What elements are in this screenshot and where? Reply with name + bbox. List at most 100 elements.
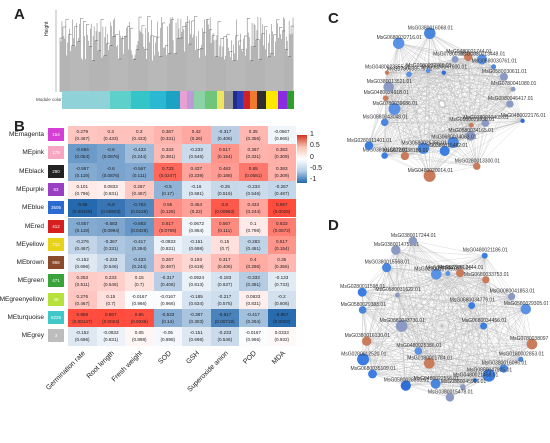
network-node-label: MsG0680033753.01	[464, 272, 510, 278]
network-node	[368, 369, 377, 379]
p-value: (0.14)	[161, 319, 174, 324]
p-value: (0.932)	[274, 337, 290, 343]
p-value: (0.864)	[188, 227, 204, 233]
correlation-value: 0.617	[162, 220, 174, 226]
network-node	[394, 292, 400, 298]
correlation-value: 0.1	[250, 220, 257, 226]
module-color-box: 712	[48, 237, 64, 251]
p-value: (0.433)	[131, 136, 147, 141]
p-value: (0.309)	[274, 172, 290, 178]
module-color-segment	[266, 91, 278, 109]
correlation-value: 0.517	[219, 147, 231, 153]
heatmap-cell: 0.617 (0.0769)	[153, 217, 182, 236]
panel-label-c: C	[328, 10, 339, 27]
network-node	[408, 236, 418, 246]
heatmap-cell: -0.151 (0.698)	[182, 235, 211, 255]
p-value: (0.125)	[160, 209, 176, 215]
heatmap-cell: -0.25 (0.516)	[210, 180, 239, 200]
network-node	[406, 71, 412, 78]
correlation-value: -0.0672	[188, 220, 205, 226]
correlation-value: 0.42	[191, 129, 201, 134]
correlation-value: 0.867	[276, 202, 288, 208]
heatmap-cell: -0.9 (0.00903)	[96, 199, 125, 218]
correlation-value: 0.0833	[103, 183, 118, 189]
correlation-value: -0.0167	[245, 330, 262, 336]
correlation-value: -0.98	[77, 202, 88, 208]
heatmap-cell: -0.333 (0.381)	[239, 272, 268, 291]
network-node-label: MsG0480024918.01	[364, 90, 410, 96]
correlation-value: -0.0924	[188, 275, 205, 281]
heatmap-cell: -0.533 (0.14)	[153, 309, 182, 328]
correlation-value: -0.183	[218, 275, 232, 281]
network-node	[447, 136, 459, 148]
correlation-value: -0.557	[75, 165, 89, 171]
correlation-value: -0.233	[104, 257, 118, 263]
heatmap-cell: 0.65 (0.0581)	[239, 162, 268, 181]
correlation-value: -0.567	[132, 165, 146, 171]
correlation-value: -0.233	[218, 330, 232, 336]
network-node	[357, 287, 367, 297]
heatmap-cell: -0.185 (0.634)	[182, 290, 211, 309]
network-node	[482, 276, 490, 284]
p-value: (0.00719)	[214, 319, 235, 324]
correlation-value: -0.151	[189, 238, 203, 244]
heatmap-cell: 0.367 (0.331)	[239, 144, 268, 163]
p-value: (0.0876)	[102, 154, 120, 160]
module-color-segment	[110, 91, 132, 109]
network-node	[507, 292, 516, 301]
network-node	[424, 27, 436, 40]
p-value: (0.0672)	[273, 227, 291, 233]
heatmap-cell: 0.233 (0.546)	[96, 272, 125, 291]
p-value: (0.696)	[74, 337, 90, 343]
heatmap-cell: -0.217 (0.575)	[210, 290, 239, 309]
heatmap-cell: -0.417 (0.264)	[239, 309, 268, 328]
module-color-segment	[216, 91, 224, 109]
correlation-value: -0.267	[275, 183, 289, 189]
network-node-label: MsG0680030761.01	[472, 59, 518, 65]
module-colors-label: Module colors	[36, 97, 65, 102]
network-node-label: MsG0180002853.01	[499, 351, 545, 357]
heatmap-cell: 0.55 (0.125)	[153, 199, 182, 218]
module-color-segment	[277, 91, 288, 109]
correlation-value: 0.276	[76, 293, 89, 299]
correlation-color-scale	[297, 135, 307, 183]
module-color-segment	[257, 91, 267, 109]
p-value: (0.154)	[217, 154, 233, 160]
network-node-label: MsG0280012444.01	[438, 265, 484, 271]
heatmap-cell: 0.383 (0.309)	[267, 144, 296, 163]
module-row-label: MEgreen	[17, 277, 44, 285]
network-node-label: MsG0480025386.01	[396, 343, 442, 349]
p-value: (0.0002)	[273, 319, 291, 324]
network-node-label: MsG0380015568.01	[365, 260, 411, 266]
heatmap-cell: 0.42 (0.26)	[182, 126, 211, 145]
p-value: (0.865)	[274, 136, 290, 141]
heatmap-cell: -0.0167 (0.966)	[125, 290, 154, 309]
network-node-label: MsG0480022176.01	[501, 113, 547, 119]
network-node-label: MsG0380013521.01	[367, 79, 413, 85]
network-node	[423, 169, 436, 182]
correlation-value: 0.437	[190, 165, 203, 171]
module-row-label: MEred	[24, 222, 44, 230]
dendrogram	[55, 10, 294, 92]
network-node	[464, 52, 473, 62]
correlation-value: 0.0833	[246, 293, 261, 299]
p-value: (0.303)	[188, 319, 204, 324]
network-node	[506, 100, 514, 108]
p-value: (0.698)	[188, 245, 204, 251]
heatmap-cell: -0.317 (0.406)	[210, 126, 239, 145]
heatmap-cell: -0.5 (0.17)	[153, 180, 182, 200]
p-value: (0.487)	[131, 190, 147, 196]
p-value: (0.119)	[75, 172, 90, 178]
correlation-value: -0.583	[104, 220, 118, 226]
network-node-label: MsG0680034456.01	[462, 318, 508, 324]
panel-label-a: A	[14, 6, 25, 23]
correlation-value: -0.151	[189, 330, 203, 336]
network-node	[361, 336, 372, 346]
correlation-value: -0.683	[132, 220, 146, 226]
p-value: (0.546)	[217, 337, 233, 343]
p-value: (0.356)	[274, 264, 290, 270]
heatmap-cell: -0.0667 (0.865)	[267, 126, 296, 145]
p-value: (0.111)	[132, 172, 147, 178]
network-node-label: MsG0580029383.01	[341, 302, 387, 308]
heatmap-cell: 0.333 (0.381)	[153, 144, 182, 163]
